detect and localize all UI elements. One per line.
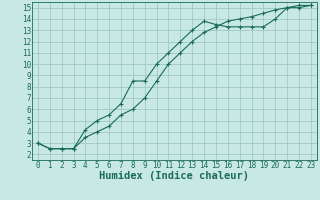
X-axis label: Humidex (Indice chaleur): Humidex (Indice chaleur) [100,171,249,181]
